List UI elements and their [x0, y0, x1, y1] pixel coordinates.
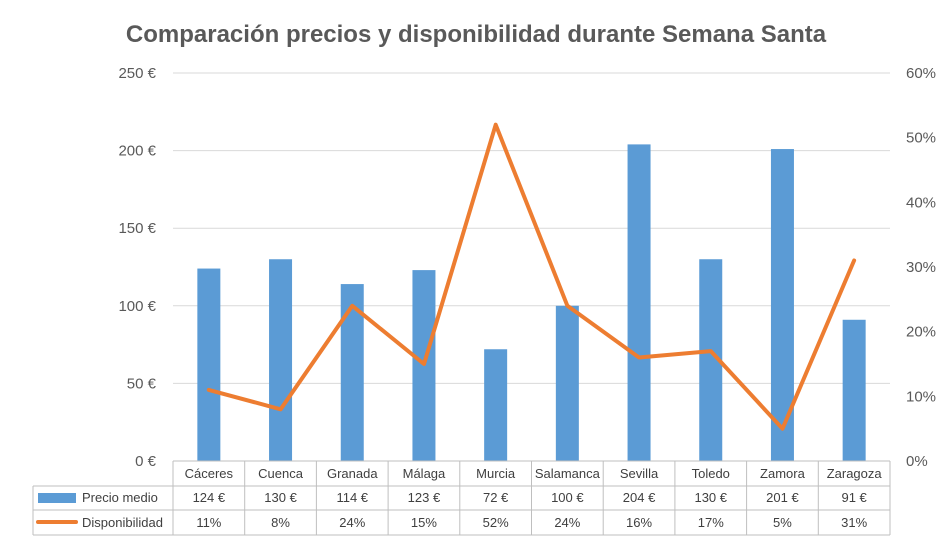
data-label: 114 € [336, 490, 368, 505]
data-label: 201 € [766, 490, 799, 505]
left-axis-tick-label: 100 € [118, 298, 156, 315]
bar [842, 319, 866, 461]
data-label: 130 € [694, 490, 727, 505]
category-label: Cáceres [185, 466, 234, 481]
left-axis-tick-label: 150 € [118, 220, 156, 237]
data-label: 130 € [264, 490, 297, 505]
category-label: Zamora [760, 466, 806, 481]
data-label: 16% [626, 515, 652, 530]
bar [627, 144, 651, 461]
left-axis-tick-label: 250 € [118, 65, 156, 82]
data-label: 24% [339, 515, 365, 530]
chart-title: Comparación precios y disponibilidad dur… [126, 21, 827, 48]
right-axis-tick-label: 0% [906, 453, 928, 470]
data-label: 100 € [551, 490, 584, 505]
data-label: 124 € [193, 490, 226, 505]
right-axis: 0% 10% 20% 30% 40% 50% 60% [906, 65, 936, 470]
legend-label: Disponibilidad [82, 515, 163, 530]
data-label: 204 € [623, 490, 656, 505]
data-label: 24% [554, 515, 580, 530]
data-label: 8% [271, 515, 290, 530]
data-label: 11% [196, 515, 221, 530]
data-label: 5% [773, 515, 792, 530]
category-label: Granada [327, 466, 378, 481]
legend-swatch-bar [38, 493, 76, 503]
bar [269, 259, 293, 461]
category-label: Zaragoza [827, 466, 883, 481]
bar [770, 149, 794, 461]
right-axis-tick-label: 30% [906, 259, 936, 276]
right-axis-tick-label: 50% [906, 130, 936, 147]
gridlines [173, 72, 890, 384]
bar [699, 259, 723, 461]
series-line [206, 122, 857, 431]
data-label: 31% [841, 515, 867, 530]
category-label: Sevilla [620, 466, 659, 481]
data-label: 52% [483, 515, 509, 530]
left-axis-tick-label: 200 € [118, 143, 156, 160]
bar [484, 349, 508, 461]
category-label: Málaga [403, 466, 446, 481]
right-axis-tick-label: 10% [906, 388, 936, 405]
category-label: Salamanca [535, 466, 601, 481]
left-axis-tick-label: 0 € [135, 453, 157, 470]
bar [197, 268, 221, 461]
left-axis: 0 € 50 € 100 € 150 € 200 € 250 € [118, 65, 156, 470]
category-label: Murcia [476, 466, 516, 481]
data-label: 91 € [841, 490, 867, 505]
left-axis-tick-label: 50 € [127, 375, 157, 392]
right-axis-tick-label: 40% [906, 194, 936, 211]
line-series [206, 122, 857, 431]
data-label: 72 € [483, 490, 509, 505]
category-label: Cuenca [258, 466, 304, 481]
legend-label: Precio medio [82, 490, 158, 505]
right-axis-tick-label: 60% [906, 65, 936, 82]
data-label: 123 € [408, 490, 441, 505]
category-label: Toledo [692, 466, 730, 481]
bar-series [197, 144, 866, 461]
data-label: 17% [698, 515, 724, 530]
data-table: Cáceres Cuenca Granada Málaga Murcia Salamanc… [32, 460, 891, 536]
right-axis-tick-label: 20% [906, 324, 936, 341]
bar [555, 305, 579, 461]
bar [340, 284, 364, 461]
data-label: 15% [411, 515, 437, 530]
